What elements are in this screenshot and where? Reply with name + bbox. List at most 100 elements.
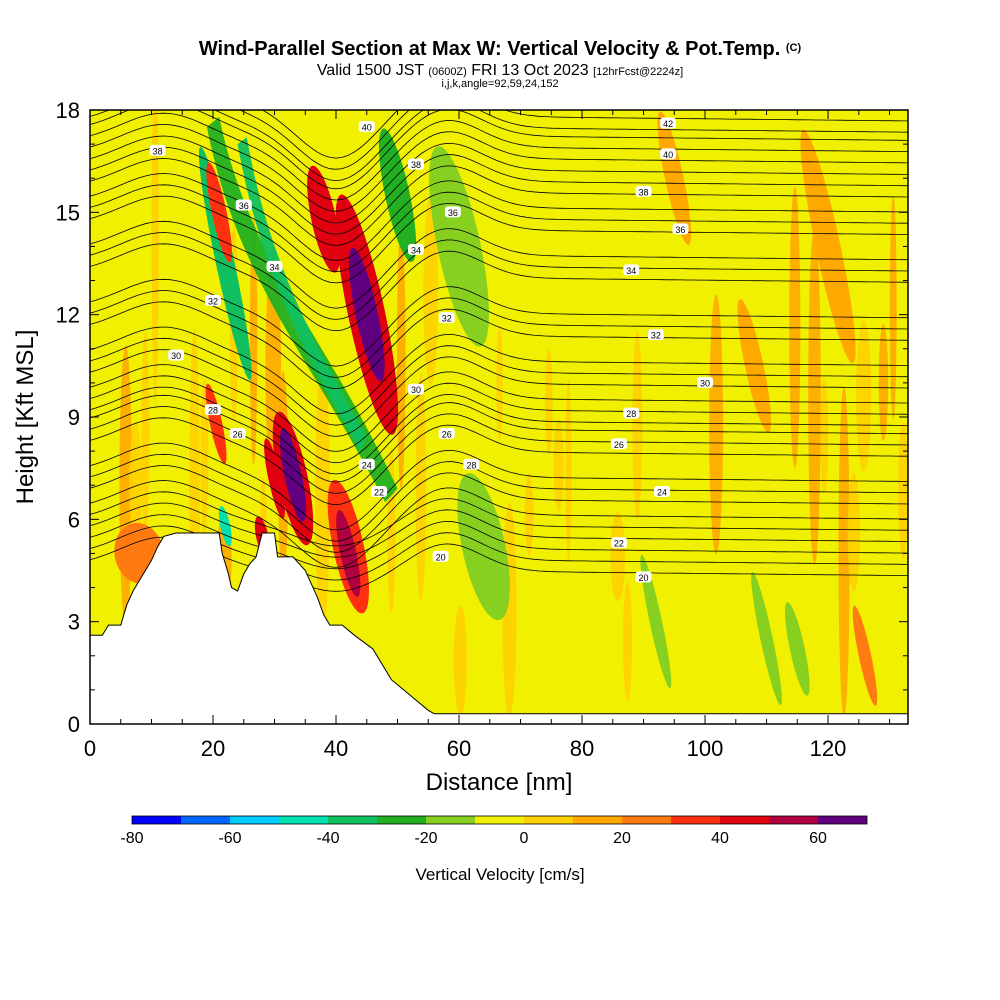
colorbar-swatch: [720, 816, 769, 824]
velocity-streak: [396, 220, 406, 491]
theta-contour-line: [90, 146, 908, 235]
contour-label: 34: [270, 262, 280, 272]
contour-label-bg: [672, 223, 689, 235]
velocity-streak: [801, 157, 808, 423]
chart-title: Wind-Parallel Section at Max W: Vertical…: [0, 38, 1000, 61]
contour-label: 36: [675, 225, 685, 235]
theta-contour-line: [90, 158, 908, 246]
colorbar-swatch: [818, 816, 867, 824]
theta-contour-line: [90, 349, 908, 437]
theta-contour-line: [90, 337, 908, 426]
contour-label: 34: [626, 266, 636, 276]
contour-label-bg: [635, 571, 652, 583]
contour-label-bg: [407, 158, 424, 170]
contour-label: 28: [466, 460, 476, 470]
contour-label-bg: [697, 376, 714, 388]
contour-label: 28: [626, 409, 636, 419]
velocity-streak: [98, 461, 114, 552]
contour-label-bg: [438, 312, 455, 324]
velocity-streak: [623, 581, 633, 701]
velocity-feature: [640, 554, 672, 689]
velocity-feature: [785, 602, 810, 696]
theta-contour-line: [90, 135, 908, 224]
velocity-streak: [524, 473, 534, 556]
theta-contour-line: [90, 243, 908, 332]
contour-label: 20: [436, 552, 446, 562]
velocity-feature: [852, 605, 878, 706]
contour-label-bg: [610, 438, 627, 450]
velocity-streak: [808, 226, 821, 565]
contour-label: 24: [362, 460, 372, 470]
velocity-feature: [457, 473, 510, 621]
x-tick-label: 40: [324, 736, 348, 761]
contour-label-bg: [463, 458, 480, 470]
contour-label: 36: [239, 201, 249, 211]
theta-contour-line: [90, 453, 908, 542]
contour-label-bg: [653, 486, 670, 498]
velocity-streak: [769, 364, 781, 699]
theta-contour-line: [90, 417, 908, 506]
x-tick-label: 20: [201, 736, 225, 761]
contour-label-bg: [168, 349, 185, 361]
contour-label-bg: [371, 486, 388, 498]
velocity-streak: [415, 373, 427, 602]
contour-label: 40: [663, 150, 673, 160]
velocity-streak: [889, 195, 897, 420]
contour-label-bg: [407, 383, 424, 395]
velocity-feature: [264, 438, 285, 519]
contour-label: 34: [411, 245, 421, 255]
contour-label: 40: [362, 123, 372, 133]
contour-label-bg: [235, 199, 252, 211]
contour-label: 26: [614, 440, 624, 450]
contour-label-bg: [660, 117, 677, 129]
theta-contour-line: [90, 375, 908, 464]
x-tick-label: 60: [447, 736, 471, 761]
velocity-feature: [429, 146, 489, 347]
contour-label-bg: [647, 329, 664, 341]
theta-contour-line: [90, 364, 908, 452]
contour-label-bg: [229, 428, 246, 440]
velocity-feature: [751, 571, 782, 706]
y-tick-label: 12: [56, 303, 80, 328]
plot-area: 20 20 22 22 24 24 26 26 26 28 28 28 30 30 30 32 32 32 34 34…: [90, 110, 908, 724]
theta-contour-line: [90, 406, 908, 494]
colorbar-tick-label: 60: [809, 830, 827, 847]
x-tick-label: 80: [570, 736, 594, 761]
contour-label: 38: [153, 146, 163, 156]
contour-label: 20: [639, 573, 649, 583]
theta-contour-line: [90, 502, 908, 558]
theta-contour-line: [90, 232, 908, 320]
colorbar-tick-label: -20: [414, 830, 437, 847]
theta-contour-line: [90, 112, 908, 201]
y-tick-label: 18: [56, 98, 80, 123]
theta-contour-line: [90, 173, 908, 261]
velocity-feature: [800, 129, 856, 364]
theta-contour-line: [90, 514, 908, 570]
subtitle-date: FRI 13 Oct 2023: [471, 62, 589, 79]
contour-label: 26: [233, 430, 243, 440]
theta-contour-line: [238, 110, 908, 170]
velocity-feature: [737, 299, 772, 433]
velocity-streak: [898, 422, 908, 559]
velocity-streak: [856, 320, 872, 472]
x-axis-title: Distance [nm]: [426, 769, 573, 796]
subtitle-forecast: [12hrFcst@2224z]: [593, 66, 684, 78]
subtitle-valid: Valid 1500 JST: [316, 62, 424, 79]
theta-contour-line: [90, 184, 908, 273]
contour-label: 30: [411, 385, 421, 395]
y-tick-label: 3: [68, 610, 80, 635]
contour-label: 24: [657, 488, 667, 498]
theta-contour-line: [90, 465, 908, 553]
velocity-streak: [878, 323, 889, 441]
contour-label-bg: [407, 243, 424, 255]
velocity-feature: [657, 111, 692, 245]
theta-contour-line: [90, 394, 908, 483]
velocity-streak: [789, 186, 801, 468]
contour-label-bg: [205, 404, 222, 416]
x-axis: 0 20 40 60 80 100 120: [84, 110, 891, 761]
theta-contour-line: [90, 525, 908, 581]
velocity-streak: [610, 512, 626, 602]
chart-title-suffix: (C): [785, 42, 802, 54]
theta-contour-line: [90, 326, 908, 415]
